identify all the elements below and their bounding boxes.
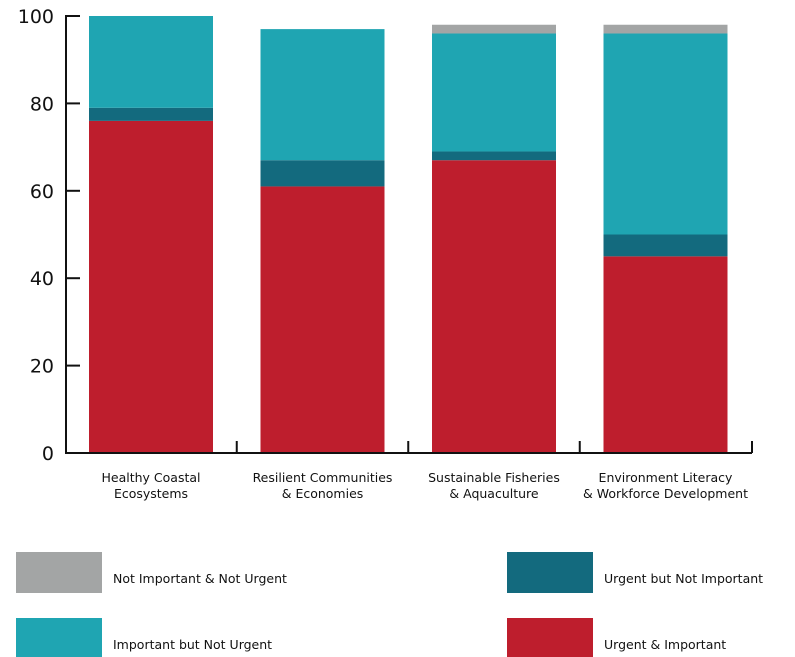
legend-swatch-not-important-and-not-urgent (16, 552, 102, 593)
x-category-label: Environment Literacy & Workforce Developm… (583, 470, 748, 501)
bar-environment-literacy-and-workforce-development-urgent-but-not-important (603, 234, 728, 257)
bars-layer (89, 16, 728, 453)
bar-resilient-communities-and-economies-important-but-not-urgent (260, 29, 385, 161)
y-tick-label: 20 (30, 356, 54, 378)
x-category-label: Sustainable Fisheries & Aquaculture (428, 470, 560, 501)
legend-swatch-urgent-but-not-important (507, 552, 593, 593)
y-tick-labels: 0 20 40 60 80 100 (18, 6, 54, 465)
y-tick-label: 80 (30, 93, 54, 115)
axes-layer (65, 15, 753, 454)
bar-environment-literacy-and-workforce-development-urgent-and-important (603, 256, 728, 453)
bar-healthy-coastal-ecosystems-urgent-but-not-important (89, 107, 213, 121)
bar-resilient-communities-and-economies-urgent-but-not-important (260, 160, 385, 187)
x-category-labels: Healthy Coastal Ecosystems Resilient Commu… (102, 470, 749, 501)
y-tick-label: 60 (30, 181, 54, 203)
legend-label-urgent-but-not-important: Urgent but Not Important (604, 571, 763, 586)
bar-healthy-coastal-ecosystems-important-but-not-urgent (89, 16, 213, 108)
bar-sustainable-fisheries-and-aquaculture-urgent-but-not-important (432, 151, 556, 161)
y-tick-label: 100 (18, 6, 54, 28)
legend-swatch-urgent-and-important (507, 618, 593, 657)
legend-swatch-important-but-not-urgent (16, 618, 102, 657)
legend-label-important-but-not-urgent: Important but Not Urgent (113, 637, 272, 652)
x-category-label: Resilient Communities & Economies (253, 470, 393, 501)
legend-label-urgent-and-important: Urgent & Important (604, 637, 726, 652)
legend-label-not-important-and-not-urgent: Not Important & Not Urgent (113, 571, 287, 586)
y-tick-label: 0 (42, 443, 54, 465)
bar-resilient-communities-and-economies-urgent-and-important (260, 186, 385, 453)
legend: Not Important & Not Urgent Urgent but Not… (16, 552, 763, 657)
bar-environment-literacy-and-workforce-development-important-but-not-urgent (603, 33, 728, 235)
bar-sustainable-fisheries-and-aquaculture-urgent-and-important (432, 160, 556, 453)
x-category-label: Healthy Coastal Ecosystems (102, 470, 201, 501)
y-tick-label: 40 (30, 268, 54, 290)
bar-sustainable-fisheries-and-aquaculture-not-important-and-not-urgent (432, 24, 556, 34)
bar-healthy-coastal-ecosystems-urgent-and-important (89, 120, 213, 453)
bar-sustainable-fisheries-and-aquaculture-important-but-not-urgent (432, 33, 556, 152)
bar-environment-literacy-and-workforce-development-not-important-and-not-urgent (603, 24, 728, 34)
